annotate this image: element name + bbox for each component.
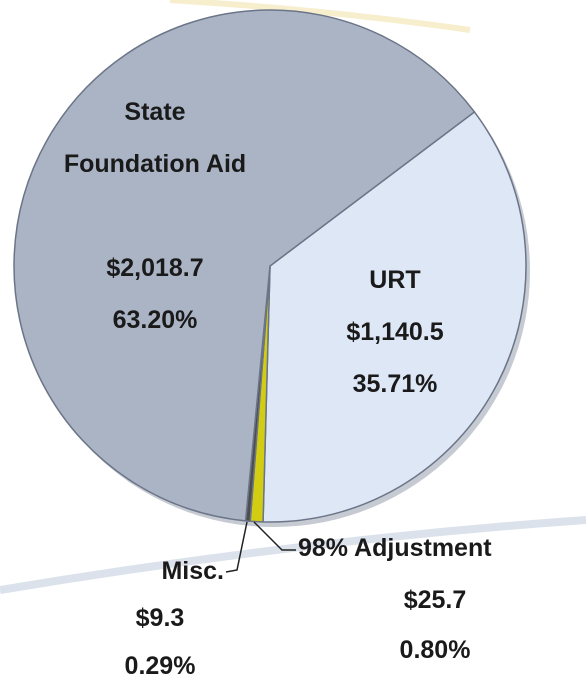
decor-streak <box>169 0 471 33</box>
slice-name: URT <box>369 266 421 294</box>
slice-amount: $25.7 <box>403 586 467 614</box>
slice-percent: 0.80% <box>399 636 471 664</box>
slice-amount: $9.3 <box>135 604 185 632</box>
slice-percent: 35.71% <box>352 370 438 398</box>
leader-line <box>253 521 296 551</box>
pie-slice <box>262 110 527 523</box>
slice-amount: $2,018.7 <box>106 254 204 282</box>
slice-name: Misc. <box>161 557 224 585</box>
leader-line <box>225 521 248 573</box>
pie-slice <box>13 9 476 522</box>
slice-name: 98% Adjustment <box>298 534 492 562</box>
slice-amount: $1,140.5 <box>346 318 444 346</box>
decor-streak <box>0 516 586 594</box>
slice-name: State Foundation Aid <box>63 98 247 178</box>
slice-percent: 63.20% <box>112 306 198 334</box>
slice-percent: 0.29% <box>124 652 196 680</box>
